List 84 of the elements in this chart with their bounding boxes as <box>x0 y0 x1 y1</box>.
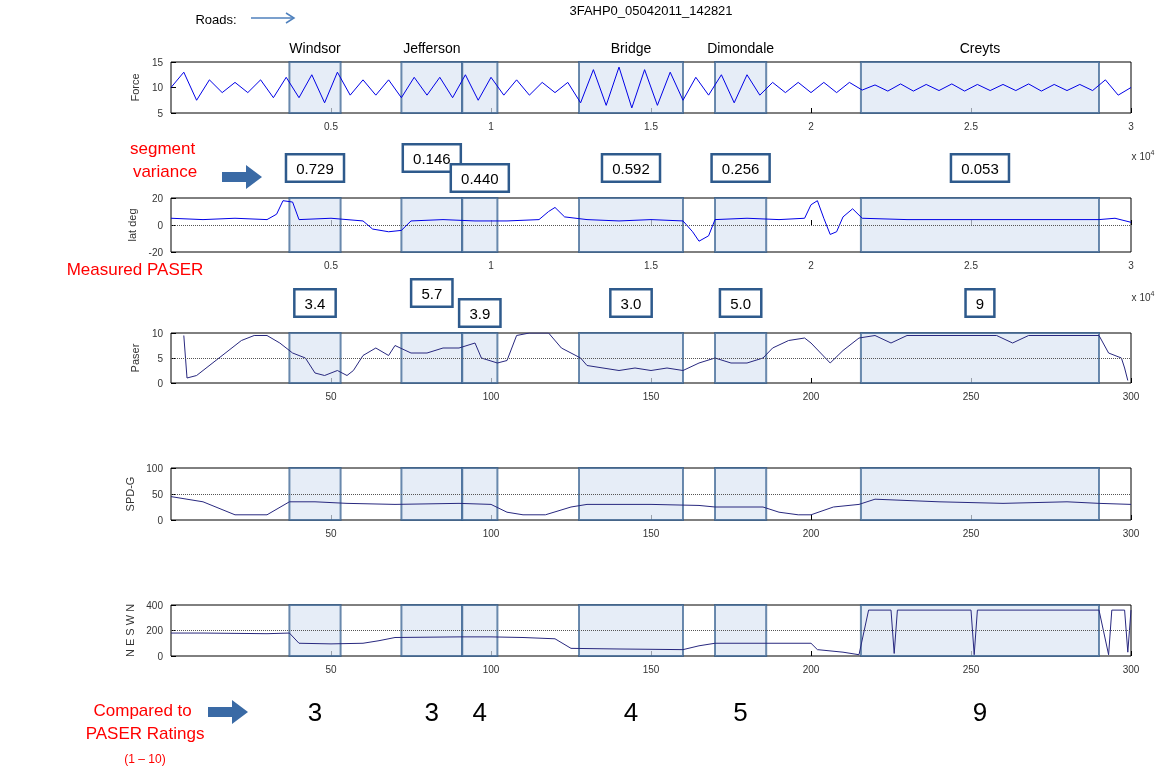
x-tick-label: 2 <box>808 120 815 132</box>
x-tick-label: 100 <box>482 527 500 539</box>
x-tick-label: 250 <box>962 527 980 539</box>
y-tick-label: 200 <box>146 625 164 636</box>
line-series <box>170 496 1132 516</box>
y-tick-label: 400 <box>146 599 164 611</box>
y-tick-label: 0 <box>157 377 164 389</box>
x-tick-label: 250 <box>962 390 980 402</box>
band-label: 0.729 <box>296 159 334 177</box>
y-tick-label: 10 <box>151 82 164 93</box>
x-tick-label: 3 <box>1128 259 1135 271</box>
x-tick-label: 2 <box>808 259 815 271</box>
x-tick-label: 0.5 <box>324 259 339 271</box>
x-tick-label: 250 <box>962 663 980 675</box>
band-label: 0.146 <box>413 149 451 167</box>
band-label: Bridge <box>610 40 652 56</box>
y-tick-label: -20 <box>148 246 164 258</box>
y-tick-label: 50 <box>151 488 164 500</box>
band-label: 4 <box>623 697 639 727</box>
x-tick-label: 3 <box>1128 120 1135 132</box>
line-series <box>183 332 1129 381</box>
x-tick-label: 50 <box>325 663 337 675</box>
band-label: 9 <box>975 294 985 312</box>
band-label: 3.0 <box>620 294 642 312</box>
y-axis-title: SPD-G <box>123 476 136 512</box>
x-tick-label: 1 <box>488 120 495 132</box>
x-tick-label: 1.5 <box>644 120 659 132</box>
line-series <box>170 66 1132 109</box>
x-tick-label: 100 <box>482 663 500 675</box>
x-tick-label: 2.5 <box>964 259 979 271</box>
band-label: 3.4 <box>304 294 326 312</box>
text: Roads: <box>195 11 237 27</box>
x-tick-label: 300 <box>1122 527 1140 539</box>
band-label: 5.0 <box>730 294 752 312</box>
x-tick-label: 1 <box>488 259 495 271</box>
text: Compared to PASER Ratings <box>85 701 205 743</box>
band-label: 9 <box>972 697 988 727</box>
x-tick-label: 100 <box>482 390 500 402</box>
y-axis-title: Paser <box>129 343 142 373</box>
text: (1 – 10) <box>124 752 166 766</box>
y-tick-label: 20 <box>151 192 164 204</box>
band-label: 5.7 <box>421 284 443 302</box>
x-tick-label: 300 <box>1122 390 1140 402</box>
band-label: 3.9 <box>469 304 491 322</box>
line-series <box>170 609 1132 656</box>
y-tick-label: 0 <box>157 219 164 231</box>
y-tick-label: 10 <box>151 327 164 339</box>
x-tick-label: 150 <box>642 663 660 675</box>
y-tick-label: 5 <box>157 107 164 119</box>
band-label: 4 <box>472 697 488 727</box>
chart-title: 3FAHP0_05042011_142821 <box>569 2 733 18</box>
x-tick-label: 200 <box>802 663 820 675</box>
band-label: 3 <box>307 697 323 727</box>
y-tick-label: 0 <box>157 650 164 662</box>
y-axis-title: Force <box>129 73 142 102</box>
x-tick-label: 1.5 <box>644 259 659 271</box>
band-label: Windsor <box>289 40 341 56</box>
x-tick-label: 50 <box>325 390 337 402</box>
y-tick-label: 0 <box>157 514 164 526</box>
y-axis-title: lat deg <box>126 208 139 242</box>
band-label: 0.592 <box>612 159 650 177</box>
x-tick-label: 2.5 <box>964 120 979 132</box>
text: Measured PASER <box>66 259 204 279</box>
y-tick-label: 100 <box>146 462 164 474</box>
x-tick-label: 0.5 <box>324 120 339 132</box>
text: segment variance <box>130 139 200 181</box>
band-label: Dimondale <box>707 40 775 56</box>
band-label: Creyts <box>959 40 1001 56</box>
y-axis-title: N E S W N <box>123 603 136 658</box>
x-tick-label: 200 <box>802 527 820 539</box>
band-label: 3 <box>424 697 440 727</box>
band-label: 0.440 <box>461 169 499 187</box>
band-label: 0.053 <box>961 159 999 177</box>
band-label: Jefferson <box>403 40 461 56</box>
x-tick-label: 300 <box>1122 663 1140 675</box>
y-tick-label: 5 <box>157 352 164 364</box>
band-label: 0.256 <box>721 159 760 177</box>
x-tick-label: 200 <box>802 390 820 402</box>
y-tick-label: 15 <box>151 56 164 68</box>
x-tick-label: 150 <box>642 390 660 402</box>
x-tick-label: 150 <box>642 527 660 539</box>
line-series <box>170 200 1132 242</box>
band-label: 5 <box>733 697 748 727</box>
x-tick-label: 50 <box>325 527 337 539</box>
